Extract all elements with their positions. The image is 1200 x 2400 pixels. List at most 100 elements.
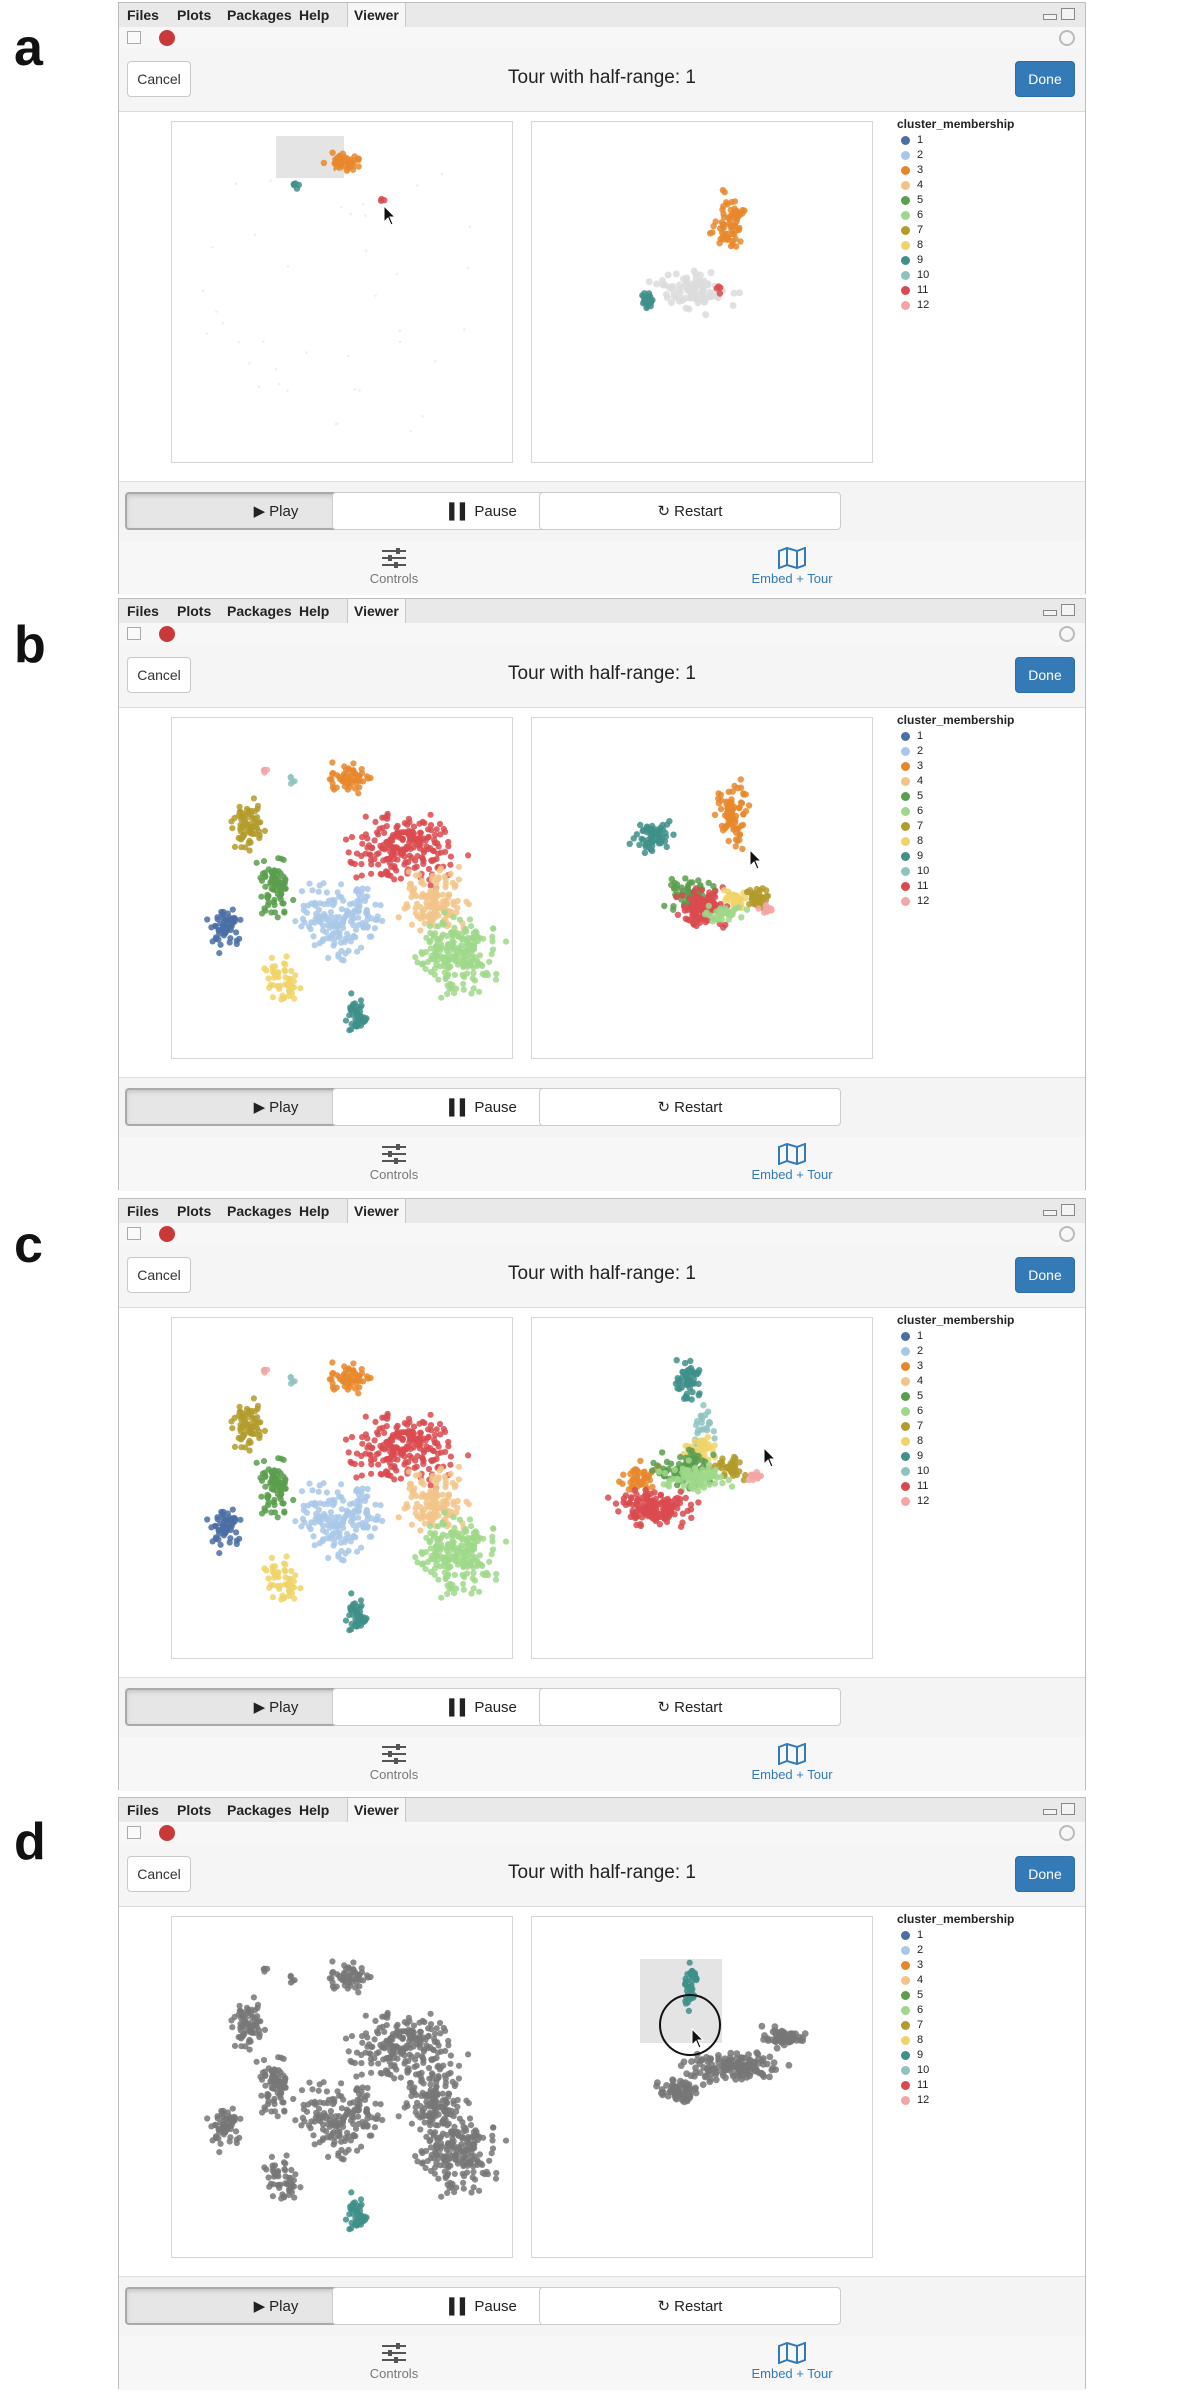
tour-plot[interactable] — [531, 1916, 873, 2258]
export-icon[interactable] — [127, 1227, 141, 1240]
tab-packages[interactable]: Packages — [227, 7, 292, 23]
done-button[interactable]: Done — [1015, 1856, 1075, 1892]
done-button[interactable]: Done — [1015, 1257, 1075, 1293]
tab-viewer[interactable]: Viewer — [347, 1199, 406, 1223]
export-icon[interactable] — [127, 31, 141, 44]
tab-viewer[interactable]: Viewer — [347, 3, 406, 27]
data-point — [316, 2081, 323, 2088]
stop-icon[interactable] — [159, 626, 175, 642]
tab-plots[interactable]: Plots — [177, 1802, 212, 1818]
maximize-icon[interactable] — [1061, 1204, 1075, 1216]
tab-plots[interactable]: Plots — [177, 7, 212, 23]
stop-icon[interactable] — [159, 30, 175, 46]
tab-plots[interactable]: Plots — [177, 1203, 212, 1219]
data-point — [381, 1446, 388, 1453]
brush-selection[interactable] — [276, 136, 344, 178]
tab-help[interactable]: Help — [299, 1203, 330, 1219]
embedding-plot[interactable] — [171, 121, 513, 463]
minimize-icon[interactable] — [1043, 1210, 1057, 1216]
brush-selection[interactable] — [640, 1959, 722, 2043]
legend: cluster_membership 1 2 3 4 5 6 7 8 9 10 11 12 — [897, 1313, 1077, 1509]
data-point — [406, 2084, 413, 2091]
restart-button[interactable]: ↻ Restart — [539, 1688, 841, 1726]
data-point — [338, 2093, 345, 2100]
export-icon[interactable] — [127, 1826, 141, 1839]
tab-files[interactable]: Files — [127, 1802, 159, 1818]
data-point — [414, 913, 421, 920]
restart-button[interactable]: ↻ Restart — [539, 492, 841, 530]
tab-files[interactable]: Files — [127, 603, 159, 619]
cancel-button[interactable]: Cancel — [127, 657, 191, 693]
nav-embed-tour[interactable]: Embed + Tour — [712, 1743, 872, 1782]
done-button[interactable]: Done — [1015, 657, 1075, 693]
data-point — [693, 1421, 700, 1429]
maximize-icon[interactable] — [1061, 8, 1075, 20]
cancel-button[interactable]: Cancel — [127, 61, 191, 97]
stop-icon[interactable] — [159, 1226, 175, 1242]
embedding-plot[interactable] — [171, 717, 513, 1059]
data-point — [423, 843, 430, 850]
refresh-viewer-icon[interactable] — [1059, 30, 1075, 46]
refresh-viewer-icon[interactable] — [1059, 1825, 1075, 1841]
done-button[interactable]: Done — [1015, 61, 1075, 97]
data-point — [331, 1523, 338, 1531]
stop-icon[interactable] — [159, 1825, 175, 1841]
tab-help[interactable]: Help — [299, 7, 330, 23]
minimize-icon[interactable] — [1043, 1809, 1057, 1815]
embedding-plot[interactable] — [171, 1317, 513, 1659]
nav-embed-tour[interactable]: Embed + Tour — [712, 547, 872, 586]
data-point — [406, 2051, 413, 2058]
tab-packages[interactable]: Packages — [227, 1203, 292, 1219]
tour-plot[interactable] — [531, 717, 873, 1059]
data-point — [441, 1509, 448, 1516]
nav-embed-tour[interactable]: Embed + Tour — [712, 1143, 872, 1182]
data-point — [759, 885, 766, 892]
data-point — [424, 2157, 431, 2165]
data-point — [479, 962, 486, 969]
tab-viewer[interactable]: Viewer — [347, 599, 406, 623]
cancel-button[interactable]: Cancel — [127, 1257, 191, 1293]
data-point — [441, 909, 448, 916]
data-point — [227, 935, 234, 942]
data-point — [347, 1373, 354, 1380]
nav-controls[interactable]: Controls — [314, 1143, 474, 1182]
data-point — [729, 1457, 736, 1464]
tour-plot[interactable] — [531, 121, 873, 463]
tour-plot[interactable] — [531, 1317, 873, 1659]
tab-viewer[interactable]: Viewer — [347, 1798, 406, 1822]
tab-packages[interactable]: Packages — [227, 1802, 292, 1818]
export-icon[interactable] — [127, 627, 141, 640]
data-point — [282, 1574, 289, 1581]
minimize-icon[interactable] — [1043, 610, 1057, 616]
data-point — [338, 1539, 345, 1546]
maximize-icon[interactable] — [1061, 1803, 1075, 1815]
maximize-icon[interactable] — [1061, 604, 1075, 616]
data-point — [265, 1575, 272, 1582]
tab-packages[interactable]: Packages — [227, 603, 292, 619]
tab-help[interactable]: Help — [299, 1802, 330, 1818]
data-point — [442, 1484, 449, 1491]
restart-button[interactable]: ↻ Restart — [539, 1088, 841, 1126]
tab-files[interactable]: Files — [127, 1203, 159, 1219]
pane-tab-bar: Files Plots Packages Help Viewer — [119, 599, 1085, 624]
legend-label: 7 — [917, 224, 924, 236]
minimize-icon[interactable] — [1043, 14, 1057, 20]
data-point — [353, 2073, 360, 2080]
refresh-viewer-icon[interactable] — [1059, 626, 1075, 642]
data-point — [246, 2046, 253, 2053]
data-point — [391, 876, 398, 883]
cancel-button[interactable]: Cancel — [127, 1856, 191, 1892]
data-point — [656, 831, 663, 838]
nav-controls[interactable]: Controls — [314, 1743, 474, 1782]
data-point — [349, 162, 356, 169]
nav-controls[interactable]: Controls — [314, 547, 474, 586]
tab-plots[interactable]: Plots — [177, 603, 212, 619]
tab-help[interactable]: Help — [299, 603, 330, 619]
data-point — [441, 2108, 448, 2115]
embedding-plot[interactable] — [171, 1916, 513, 2258]
tab-files[interactable]: Files — [127, 7, 159, 23]
refresh-viewer-icon[interactable] — [1059, 1226, 1075, 1242]
legend-swatch — [901, 1452, 910, 1461]
data-point — [353, 1450, 361, 1457]
data-point — [271, 1574, 278, 1581]
